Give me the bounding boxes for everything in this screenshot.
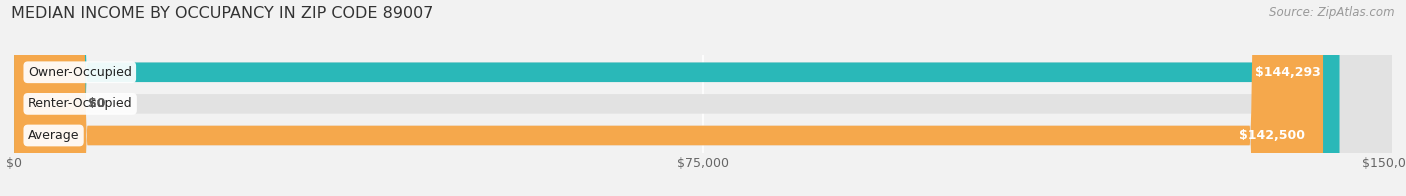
Text: $0: $0 [87, 97, 105, 110]
Text: Average: Average [28, 129, 79, 142]
FancyBboxPatch shape [14, 0, 1323, 196]
Text: Owner-Occupied: Owner-Occupied [28, 66, 132, 79]
FancyBboxPatch shape [14, 0, 1392, 196]
FancyBboxPatch shape [14, 0, 1392, 196]
Text: Renter-Occupied: Renter-Occupied [28, 97, 132, 110]
FancyBboxPatch shape [14, 0, 1392, 196]
Text: MEDIAN INCOME BY OCCUPANCY IN ZIP CODE 89007: MEDIAN INCOME BY OCCUPANCY IN ZIP CODE 8… [11, 6, 433, 21]
Text: $142,500: $142,500 [1239, 129, 1305, 142]
Text: Source: ZipAtlas.com: Source: ZipAtlas.com [1270, 6, 1395, 19]
Text: $144,293: $144,293 [1256, 66, 1322, 79]
FancyBboxPatch shape [14, 0, 1340, 196]
